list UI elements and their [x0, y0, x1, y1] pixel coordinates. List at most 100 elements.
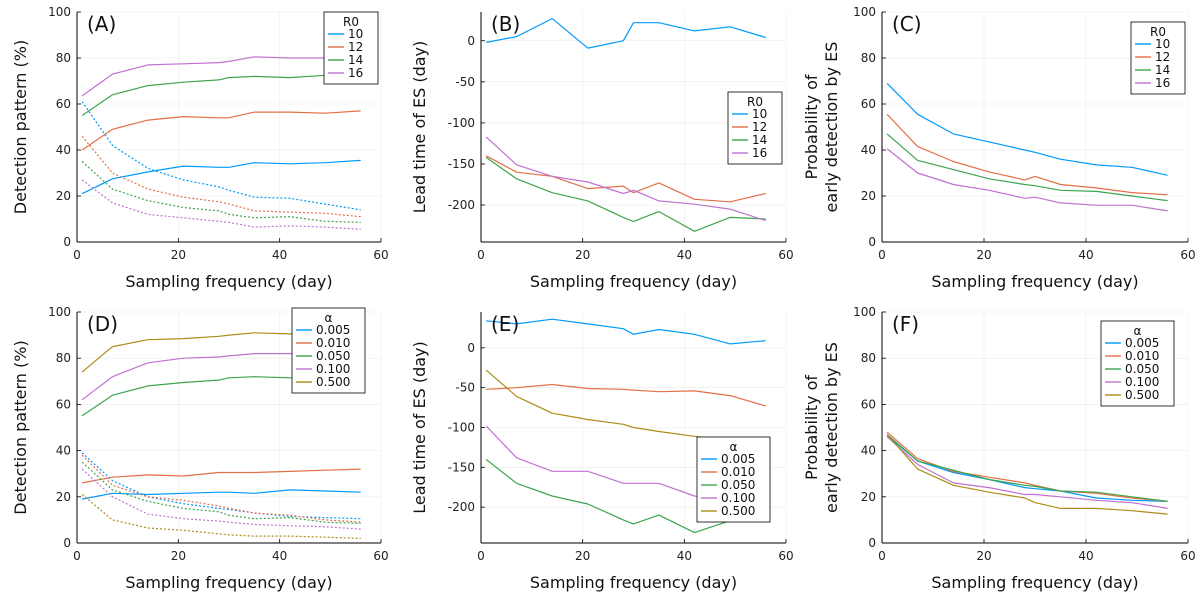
legend-label: 0.500	[316, 375, 350, 389]
y-tick-label: -200	[448, 198, 475, 212]
legend-label: 0.100	[316, 362, 350, 376]
panel-label: (E)	[491, 312, 519, 336]
legend-title: α	[325, 311, 333, 325]
series-line-dotted-5	[81, 135, 361, 218]
series-group	[81, 56, 361, 230]
series-line-0.050	[886, 433, 1168, 502]
x-axis-label: Sampling frequency (day)	[530, 573, 737, 592]
x-tick-label: 20	[575, 549, 590, 563]
y-tick-label: 40	[56, 143, 71, 157]
series-line-10	[81, 159, 361, 195]
x-tick-label: 0	[73, 248, 81, 262]
series-line-16	[485, 136, 766, 222]
x-tick-label: 40	[1078, 549, 1093, 563]
legend-label: 0.100	[721, 491, 755, 505]
x-tick-label: 0	[477, 248, 485, 262]
x-axis-label: Sampling frequency (day)	[125, 573, 332, 592]
series-line-dotted-9	[81, 494, 361, 539]
legend-title: R0	[1150, 25, 1166, 39]
legend-title: α	[1134, 324, 1142, 338]
legend-label: 10	[1155, 37, 1170, 51]
y-tick-label: 100	[48, 5, 71, 19]
x-tick-label: 0	[878, 248, 886, 262]
series-line-0.005	[81, 489, 361, 500]
series-line-0.010	[886, 431, 1168, 502]
x-tick-label: 20	[976, 549, 991, 563]
y-tick-label: 40	[861, 444, 876, 458]
y-tick-label: -100	[448, 116, 475, 130]
y-axis-label: Detection pattern (%)	[11, 40, 30, 214]
x-tick-label: 40	[677, 549, 692, 563]
panel-e: 0 20 40 60 0 -50 -100 -150 -200 Sampling frequenc…	[410, 312, 794, 592]
legend-label: 16	[348, 66, 363, 80]
series-line-dotted-6	[81, 454, 361, 523]
y-tick-label: 20	[861, 189, 876, 203]
y-tick-label: 20	[56, 490, 71, 504]
series-line-0.010	[486, 383, 766, 407]
panel-label: (A)	[87, 12, 116, 36]
legend-label: 0.100	[1125, 375, 1159, 389]
y-axis-label: Detection pattern (%)	[11, 340, 30, 514]
y-tick-label: 0	[63, 235, 71, 249]
legend-title: α	[730, 440, 738, 454]
legend-label: 0.005	[316, 323, 350, 337]
series-line-14	[81, 71, 361, 116]
y-tick-label: 0	[868, 536, 876, 550]
y-tick-label: 60	[861, 397, 876, 411]
series-line-16	[81, 56, 361, 97]
legend-label: 0.050	[721, 478, 755, 492]
y-tick-label: 60	[56, 97, 71, 111]
y-tick-label: 20	[861, 490, 876, 504]
panel-c: 0 20 40 60 0 20 40 60 80 100 Sampling frequency (d…	[802, 5, 1196, 291]
series-group	[886, 431, 1168, 515]
y-tick-label: 80	[56, 351, 71, 365]
legend-label: 10	[348, 27, 363, 41]
y-tick-label: -150	[448, 460, 475, 474]
x-tick-label: 60	[1180, 248, 1195, 262]
y-tick-label: 60	[861, 97, 876, 111]
legend-label: 0.005	[1125, 336, 1159, 350]
y-tick-label: 100	[853, 5, 876, 19]
x-tick-label: 20	[575, 248, 590, 262]
legend-label: 0.050	[1125, 362, 1159, 376]
series-line-12	[485, 155, 766, 203]
legend-label: 0.005	[721, 452, 755, 466]
series-line-0.100	[886, 436, 1168, 509]
y-tick-label: 80	[56, 51, 71, 65]
panel-b: 0 20 40 60 0 -50 -100 -150 -200 Sampling frequenc…	[410, 12, 794, 291]
legend-box	[1130, 21, 1186, 95]
y-tick-label: 80	[861, 51, 876, 65]
legend-box	[291, 307, 366, 394]
x-tick-label: 40	[272, 248, 287, 262]
y-tick-label: -100	[448, 421, 475, 435]
y-tick-label: -150	[448, 157, 475, 171]
y-axis-label: early detection by ES	[822, 42, 841, 213]
x-tick-label: 40	[1078, 248, 1093, 262]
x-tick-label: 60	[1180, 549, 1195, 563]
legend-label: 12	[1155, 50, 1170, 64]
series-line-10	[485, 18, 766, 49]
legend-title: R0	[343, 15, 359, 29]
legend-title: R0	[747, 95, 763, 109]
y-tick-label: -50	[455, 381, 475, 395]
x-tick-label: 60	[778, 549, 793, 563]
legend-label: 0.010	[721, 465, 755, 479]
panel-a: 0 20 40 60 0 20 40 60 80 100 Sampling frequency (d…	[11, 5, 389, 291]
legend-label: 16	[752, 146, 767, 160]
legend-label: 14	[752, 133, 767, 147]
panel-d: 0 20 40 60 0 20 40 60 80 100 Sampling frequency (d…	[11, 305, 389, 592]
y-tick-label: 40	[861, 143, 876, 157]
series-line-10	[886, 82, 1168, 176]
series-line-0.500	[485, 369, 766, 448]
series-line-16	[886, 148, 1168, 212]
x-tick-label: 60	[778, 248, 793, 262]
series-line-0.500	[886, 434, 1168, 515]
series-line-dotted-5	[81, 452, 361, 520]
panel-f: 0 20 40 60 0 20 40 60 80 100 Sampling frequency (d…	[802, 305, 1196, 592]
